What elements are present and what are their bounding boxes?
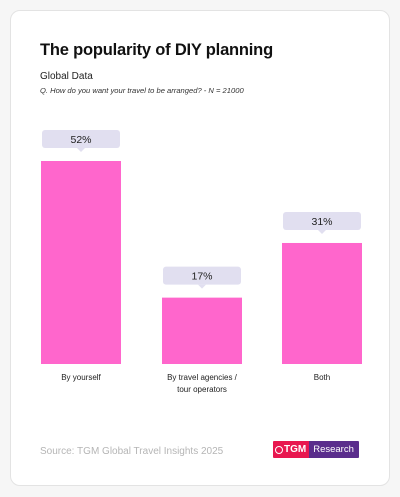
tgm-research-logo: TGM Research [273, 441, 359, 458]
value-label-bg-3 [283, 211, 361, 230]
category-label-3: Both [314, 373, 330, 382]
value-label-bg-1 [42, 130, 120, 148]
category-label-1: By yourself [61, 373, 101, 382]
value-label-1: 52% [70, 134, 91, 146]
bar-1 [41, 161, 121, 364]
logo-right-text: Research [313, 444, 354, 455]
category-label-2-line-1: By travel agencies / [167, 373, 238, 382]
category-label-2-line-2: tour operators [177, 385, 227, 394]
value-label-pointer-2 [198, 284, 206, 289]
value-label-3: 31% [311, 216, 332, 228]
source-note: Source: TGM Global Travel Insights 2025 [40, 446, 224, 457]
value-label-bg-2 [163, 266, 241, 285]
value-label-2: 17% [191, 271, 212, 283]
value-label-pointer-1 [77, 148, 85, 152]
page-title: The popularity of DIY planning [40, 41, 273, 59]
bar-2 [162, 297, 242, 364]
logo-right-part: Research [309, 441, 359, 458]
survey-question: Q. How do you want your travel to be arr… [40, 86, 244, 95]
logo-left-part: TGM [273, 441, 310, 458]
chart-subtitle: Global Data [40, 71, 93, 82]
logo-ring-icon [275, 445, 283, 454]
logo-left-text: TGM [284, 444, 307, 455]
bar-3 [282, 242, 362, 364]
value-label-pointer-3 [318, 229, 326, 234]
